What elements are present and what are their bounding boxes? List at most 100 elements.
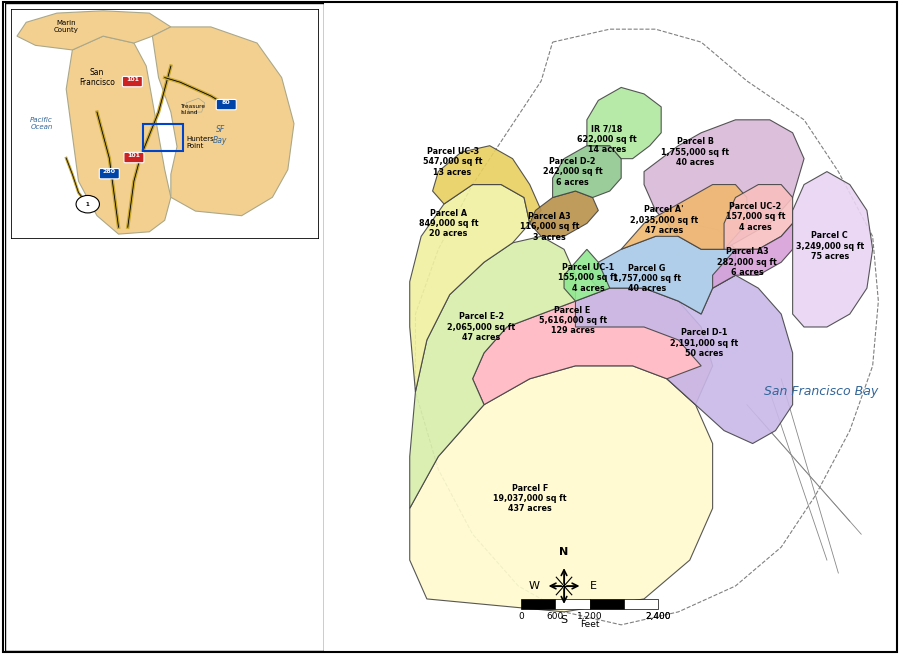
Text: 9: 9: [241, 298, 247, 307]
Text: IR 7/18
622,000 sq ft
14 acres: IR 7/18 622,000 sq ft 14 acres: [577, 124, 636, 154]
FancyBboxPatch shape: [11, 373, 299, 393]
Text: 80: 80: [222, 100, 230, 105]
Text: Parcel A'
2,035,000 sq ft
47 acres: Parcel A' 2,035,000 sq ft 47 acres: [630, 205, 698, 235]
FancyBboxPatch shape: [99, 169, 120, 179]
Polygon shape: [410, 184, 530, 392]
FancyBboxPatch shape: [11, 466, 318, 570]
Text: Pacific
Ocean: Pacific Ocean: [31, 117, 53, 130]
Polygon shape: [553, 146, 621, 198]
Text: Treasure
Island: Treasure Island: [180, 105, 205, 115]
Text: Hunters
Point: Hunters Point: [186, 135, 214, 148]
FancyBboxPatch shape: [122, 77, 142, 87]
Polygon shape: [530, 191, 599, 236]
Text: A: A: [21, 258, 27, 267]
Polygon shape: [713, 224, 793, 288]
FancyBboxPatch shape: [11, 232, 299, 252]
Text: UC-1: UC-1: [21, 499, 42, 508]
Text: 2,400: 2,400: [645, 612, 671, 621]
FancyBboxPatch shape: [11, 252, 299, 273]
Text: 1: 1: [86, 201, 90, 207]
Circle shape: [76, 196, 99, 213]
Polygon shape: [587, 224, 735, 314]
FancyBboxPatch shape: [11, 293, 299, 313]
FancyBboxPatch shape: [124, 152, 144, 163]
FancyBboxPatch shape: [11, 534, 299, 553]
Text: F: F: [21, 439, 25, 448]
FancyBboxPatch shape: [11, 453, 299, 473]
FancyBboxPatch shape: [11, 553, 299, 574]
Text: 101: 101: [128, 153, 140, 158]
Text: E: E: [21, 398, 26, 407]
Text: Parcel D-2
242,000 sq ft
6 acres: Parcel D-2 242,000 sq ft 6 acres: [543, 157, 602, 186]
Text: Treadwell&Rollo: Treadwell&Rollo: [81, 602, 248, 619]
Text: 40: 40: [238, 459, 250, 468]
Text: C: C: [21, 338, 27, 347]
FancyBboxPatch shape: [216, 99, 237, 110]
Text: D-1: D-1: [21, 358, 36, 368]
Text: Parcel UC-2
157,000 sq ft
4 acres: Parcel UC-2 157,000 sq ft 4 acres: [725, 202, 785, 232]
Text: Parcel A3
282,000 sq ft
6 acres: Parcel A3 282,000 sq ft 6 acres: [717, 247, 777, 277]
FancyBboxPatch shape: [11, 393, 299, 413]
Text: 13: 13: [238, 539, 250, 548]
Polygon shape: [152, 27, 294, 216]
Polygon shape: [186, 98, 204, 112]
FancyBboxPatch shape: [521, 599, 555, 610]
Text: 40: 40: [238, 318, 250, 327]
Polygon shape: [17, 11, 171, 50]
Text: 101: 101: [126, 77, 139, 82]
Polygon shape: [472, 288, 713, 405]
Text: A3 (combined): A3 (combined): [21, 298, 87, 307]
Text: Parcel A
849,000 sq ft
20 acres: Parcel A 849,000 sq ft 20 acres: [418, 209, 478, 238]
Text: 935: 935: [235, 559, 254, 568]
Text: IR 7/18: IR 7/18: [21, 479, 52, 488]
Text: Note:
Inset map interstate highways from ESRI, 2007. Shoreline
from San Francisc: Note: Inset map interstate highways from…: [14, 583, 236, 628]
Text: Parcel D-1
2,191,000 sq ft
50 acres: Parcel D-1 2,191,000 sq ft 50 acres: [670, 328, 738, 358]
Text: 600: 600: [547, 612, 564, 621]
Polygon shape: [793, 171, 873, 327]
FancyBboxPatch shape: [4, 3, 324, 651]
Text: 437: 437: [236, 439, 253, 448]
FancyBboxPatch shape: [555, 599, 590, 610]
Text: W: W: [529, 581, 540, 591]
Text: PARCEL BOUNDARIES WITH
APPROXIMATE AREAS: PARCEL BOUNDARIES WITH APPROXIMATE AREAS: [79, 525, 249, 549]
FancyBboxPatch shape: [11, 231, 299, 575]
Text: 47: 47: [238, 278, 250, 287]
Polygon shape: [644, 120, 804, 249]
FancyBboxPatch shape: [11, 353, 299, 373]
Text: E-2: E-2: [21, 419, 35, 428]
FancyBboxPatch shape: [11, 433, 299, 453]
Text: 75: 75: [238, 338, 250, 347]
Polygon shape: [410, 236, 575, 508]
FancyBboxPatch shape: [590, 599, 624, 610]
Text: Acreage: Acreage: [221, 237, 266, 247]
Text: 50: 50: [238, 358, 250, 368]
Text: Total: Total: [21, 559, 45, 568]
FancyBboxPatch shape: [11, 333, 299, 353]
Text: Parcel E
5,616,000 sq ft
129 acres: Parcel E 5,616,000 sq ft 129 acres: [538, 305, 607, 336]
Text: E: E: [590, 581, 598, 591]
Polygon shape: [587, 88, 662, 159]
Text: D-2: D-2: [21, 379, 36, 388]
Text: 2,400: 2,400: [645, 612, 671, 621]
Text: Parcel G
1,757,000 sq ft
40 acres: Parcel G 1,757,000 sq ft 40 acres: [613, 264, 681, 294]
Polygon shape: [724, 184, 793, 249]
Text: 4: 4: [241, 499, 247, 508]
FancyBboxPatch shape: [11, 493, 299, 513]
FancyBboxPatch shape: [11, 473, 299, 493]
Text: 1,200: 1,200: [577, 612, 603, 621]
Text: Marin
County: Marin County: [54, 20, 78, 33]
Text: Parcel B
1,755,000 sq ft
40 acres: Parcel B 1,755,000 sq ft 40 acres: [662, 137, 730, 167]
Text: Parcel: Parcel: [21, 237, 55, 247]
Text: 6: 6: [241, 379, 247, 388]
Text: 129: 129: [236, 398, 253, 407]
Text: Hunters Point Naval Shipyard: Hunters Point Naval Shipyard: [83, 483, 246, 492]
Text: C:\GIS2848_01\tanmap_doc\20100348-01-049.mxd: C:\GIS2848_01\tanmap_doc\20100348-01-049…: [14, 640, 140, 645]
FancyBboxPatch shape: [11, 313, 299, 333]
Text: 20: 20: [238, 258, 250, 267]
Polygon shape: [433, 146, 541, 224]
Text: 14: 14: [238, 479, 250, 488]
Text: G: G: [21, 459, 28, 468]
Text: N: N: [560, 547, 569, 557]
FancyBboxPatch shape: [11, 413, 299, 433]
Text: 47: 47: [238, 419, 250, 428]
